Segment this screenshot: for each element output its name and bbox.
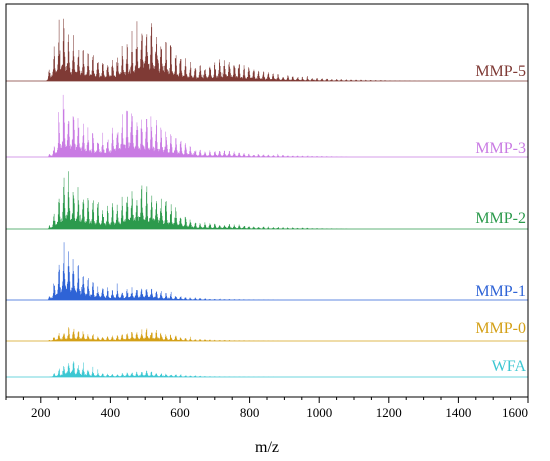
series-mmp-3 xyxy=(6,94,528,158)
series-label: MMP-1 xyxy=(475,283,526,300)
series-mmp-0 xyxy=(6,327,528,342)
series-labels-layer: MMP-5 MMP-3 MMP-2 MMP-1 MMP-0 WFA xyxy=(475,63,526,375)
series-label: MMP-0 xyxy=(475,320,526,337)
x-tick-label: 1000 xyxy=(306,405,332,420)
x-tick-label: 800 xyxy=(240,405,260,420)
series-spectrum-line xyxy=(47,94,353,157)
series-label: MMP-3 xyxy=(475,140,526,157)
x-tick-label: 1200 xyxy=(376,405,402,420)
x-axis-ticks: 200 400 600 800 1000 1200 1400 1600 xyxy=(5,397,529,420)
series-label: WFA xyxy=(492,358,527,375)
x-axis-title: m/z xyxy=(255,439,279,456)
series-spectrum-line xyxy=(47,171,353,229)
x-tick-label: 200 xyxy=(31,405,51,420)
series-wfa xyxy=(6,361,528,378)
x-tick-label: 1600 xyxy=(502,405,528,420)
series-spectrum-line xyxy=(45,18,423,81)
x-tick-label: 1400 xyxy=(445,405,471,420)
x-tick-label: 400 xyxy=(101,405,121,420)
series-label: MMP-2 xyxy=(475,210,526,227)
x-tick-label: 600 xyxy=(170,405,190,420)
series-spectrum-line xyxy=(49,361,284,377)
series-label: MMP-5 xyxy=(475,63,526,80)
series-spectrum-line xyxy=(47,327,284,341)
series-layer xyxy=(6,18,528,378)
series-spectrum-line xyxy=(47,242,284,300)
series-mmp-5 xyxy=(6,18,528,82)
series-mmp-2 xyxy=(6,171,528,230)
series-mmp-1 xyxy=(6,242,528,301)
